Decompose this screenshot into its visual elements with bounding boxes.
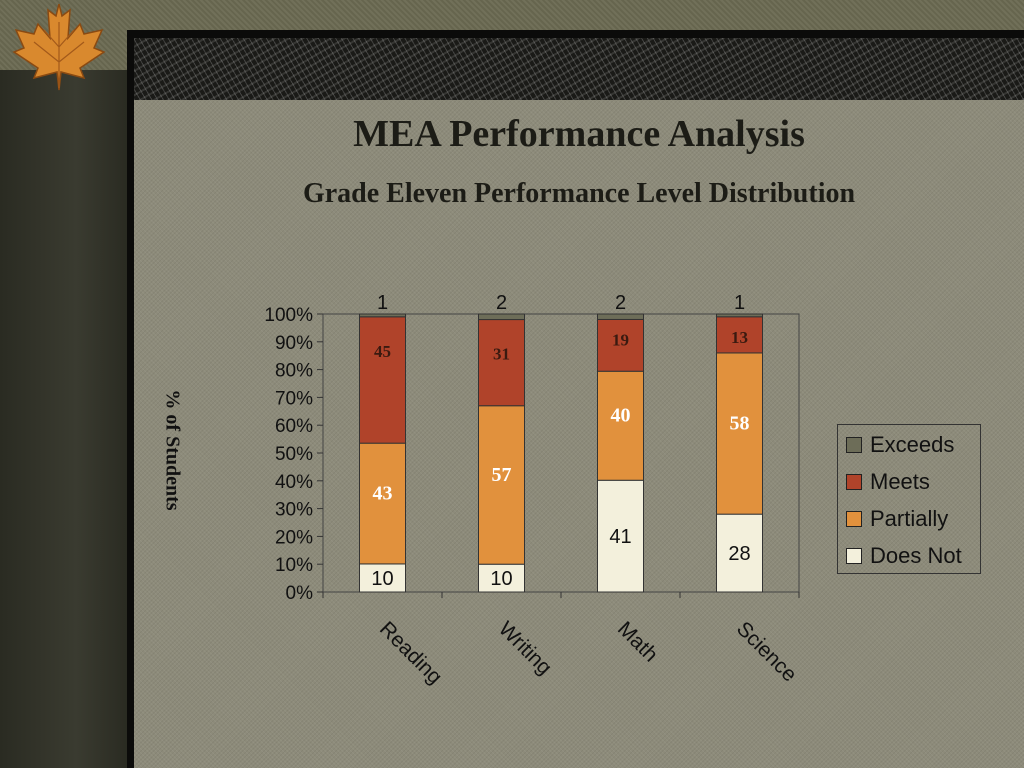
legend-swatch: [846, 548, 862, 564]
legend-item-meets: Meets: [846, 469, 930, 494]
page-subtitle: Grade Eleven Performance Level Distribut…: [302, 178, 856, 209]
y-tick-label: 80%: [275, 361, 313, 382]
legend-item-partially: Partially: [846, 506, 949, 531]
x-category-label: Reading: [375, 617, 447, 689]
maple-leaf-icon: [12, 3, 106, 91]
legend-swatch: [846, 474, 862, 490]
data-label-science-partially: 58: [730, 413, 750, 435]
legend-swatch: [846, 437, 862, 453]
bar-segment-science-does-not: [716, 513, 763, 593]
data-label-writing-partially: 57: [492, 464, 512, 486]
bar-segment-science-meets: [716, 316, 763, 354]
bar-segment-reading-meets: [359, 316, 406, 444]
data-label-reading-meets: 45: [374, 342, 391, 361]
bar-segment-writing-partially: [478, 405, 525, 565]
legend-item-does-not: Does Not: [846, 543, 962, 568]
slide-content-area: [134, 100, 1024, 768]
y-tick-label: 90%: [275, 333, 313, 354]
data-label-writing-exceeds: 2: [496, 292, 507, 314]
y-tick-label: 60%: [275, 416, 313, 437]
data-label-math-exceeds: 2: [615, 292, 626, 314]
y-tick-label: 70%: [275, 388, 313, 409]
y-tick-label: 100%: [264, 305, 313, 326]
x-category-label: Science: [732, 617, 801, 686]
legend-swatch: [846, 511, 862, 527]
bar-segment-writing-exceeds: [478, 313, 525, 321]
data-label-science-meets: 13: [731, 328, 748, 347]
x-category-label: Math: [613, 617, 662, 666]
x-category-label: Writing: [494, 617, 556, 679]
bar-segment-math-does-not: [597, 479, 644, 593]
left-decor-bar: [0, 70, 127, 768]
bar-segment-reading-partially: [359, 442, 406, 565]
bar-segment-science-partially: [716, 352, 763, 515]
legend-label: Partially: [870, 506, 949, 531]
y-tick-label: 50%: [275, 444, 313, 465]
y-tick-label: 20%: [275, 527, 313, 548]
data-label-reading-does-not: 10: [371, 568, 393, 590]
y-tick-label: 0%: [286, 583, 314, 604]
y-tick-label: 10%: [275, 555, 313, 576]
data-label-reading-partially: 43: [373, 483, 393, 505]
bar-segment-math-exceeds: [597, 313, 644, 320]
legend: Exceeds Meets Partially Does Not: [837, 424, 981, 574]
legend-label: Meets: [870, 469, 930, 494]
page-title: MEA Performance Analysis: [353, 113, 805, 155]
data-label-science-exceeds: 1: [734, 292, 745, 314]
bar-segment-math-partially: [597, 370, 644, 481]
y-tick-label: 40%: [275, 472, 313, 493]
data-label-reading-exceeds: 1: [377, 292, 388, 314]
legend-label: Does Not: [870, 543, 962, 568]
y-tick-label: 30%: [275, 500, 313, 521]
bar-segment-writing-meets: [478, 319, 525, 407]
data-label-writing-meets: 31: [493, 345, 510, 364]
bar-segment-writing-does-not: [478, 563, 525, 593]
bar-segment-science-exceeds: [716, 313, 763, 318]
data-label-science-does-not: 28: [728, 543, 750, 565]
bar-segment-reading-does-not: [359, 563, 406, 593]
legend-item-exceeds: Exceeds: [846, 432, 955, 457]
slide-header-strip: [134, 38, 1024, 100]
data-label-writing-does-not: 10: [490, 568, 512, 590]
data-label-math-partially: 40: [611, 405, 631, 427]
bar-segment-reading-exceeds: [359, 313, 406, 318]
legend-label: Exceeds: [870, 432, 955, 457]
bar-segment-math-meets: [597, 318, 644, 372]
data-label-math-does-not: 41: [609, 526, 631, 548]
data-label-math-meets: 19: [612, 330, 629, 349]
